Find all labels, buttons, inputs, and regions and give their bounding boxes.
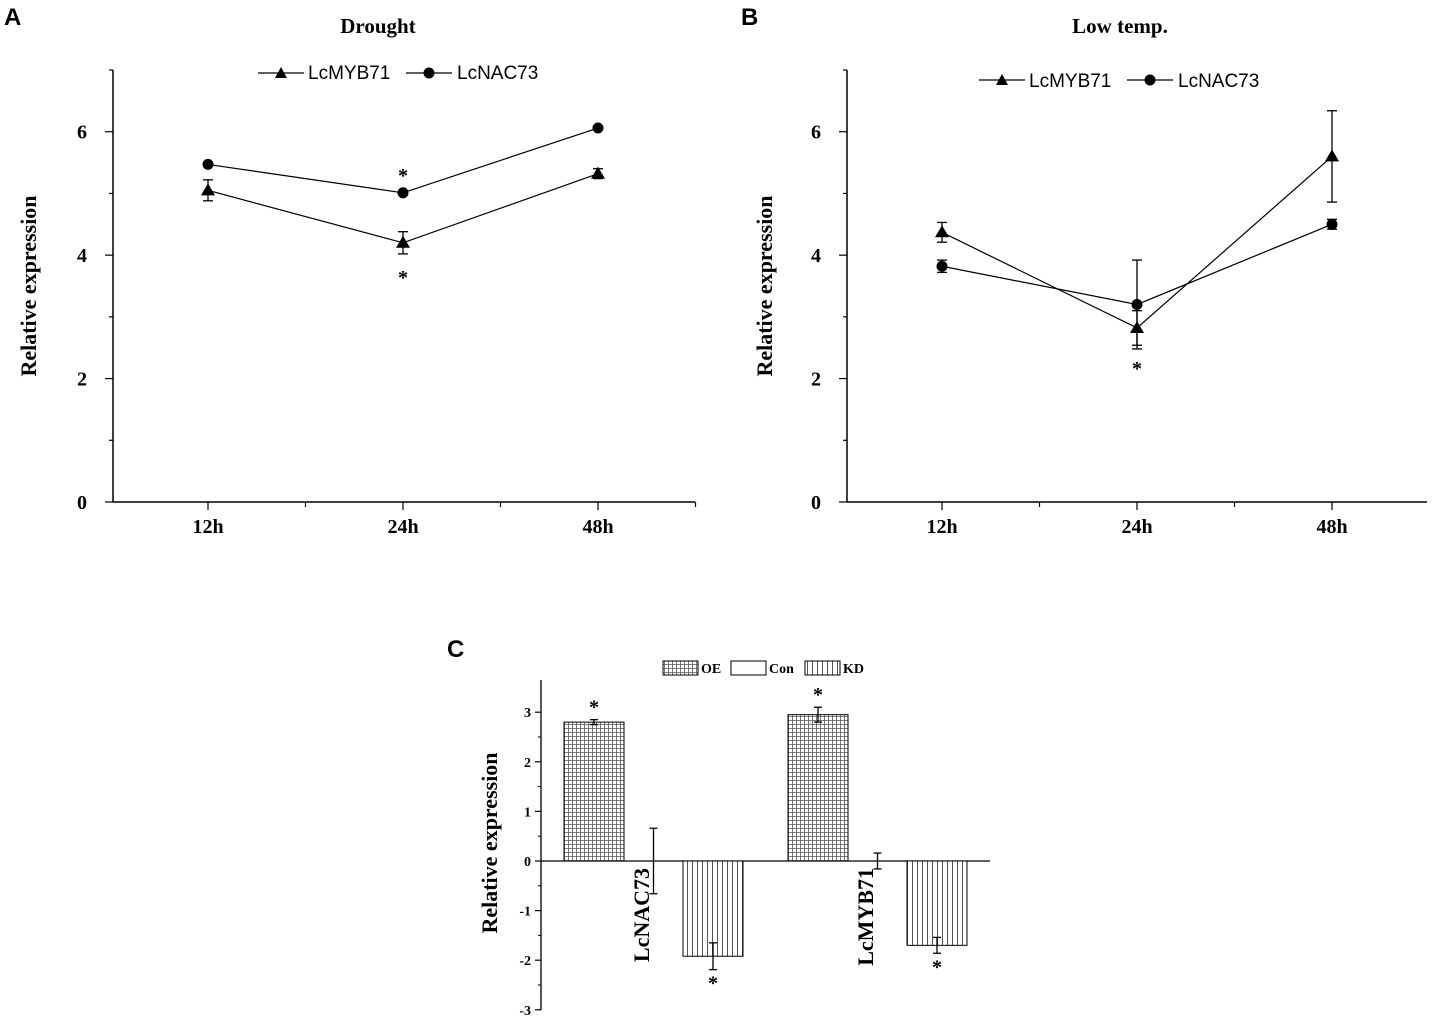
y-tick-label: 0	[524, 855, 531, 870]
bar-kd-lcnac73	[682, 860, 744, 957]
y-tick-label: -2	[519, 954, 531, 969]
x-tick-label: 24h	[1121, 516, 1152, 538]
y-tick-label: 2	[524, 756, 531, 771]
x-tick-label: 24h	[387, 516, 418, 538]
y-tick-label: -1	[519, 905, 531, 920]
y-tick-label: 0	[811, 492, 821, 514]
y-tick-label: 6	[811, 122, 821, 144]
y-tick-label: 6	[77, 122, 87, 144]
significance-star-kd: *	[932, 956, 942, 978]
significance-star-kd: *	[708, 973, 718, 995]
panel-b-legend-label-lcmyb71: LcMYB71	[1029, 71, 1111, 92]
significance-star-lcnac73: *	[398, 165, 408, 187]
y-tick-label: 1	[524, 805, 531, 820]
point-lcnac73	[1326, 218, 1338, 230]
y-tick-label: 4	[811, 245, 821, 267]
panel-b-legend-label-lcnac73: LcNAC73	[1178, 71, 1259, 92]
x-tick-label: 48h	[1316, 516, 1347, 538]
point-lcnac73	[397, 187, 409, 199]
point-lcnac73	[592, 122, 604, 134]
point-lcmyb71	[1325, 149, 1339, 162]
y-tick-label: 0	[77, 492, 87, 514]
legend-triangle-marker	[275, 67, 287, 78]
panel-c-legend-label-con: Con	[769, 662, 794, 677]
point-lcmyb71	[935, 225, 949, 238]
panel-c-legend: OE Con KD	[662, 660, 864, 677]
point-lcmyb71	[591, 166, 605, 179]
panel-b-chart: B Low temp. Relative expression 0 2 4 6 12h 2…	[741, 4, 1427, 538]
panel-a-legend-label-lcnac73: LcNAC73	[457, 63, 538, 84]
panel-a-legend: LcMYB71 LcNAC73	[258, 63, 538, 84]
bar-kd-lcmyb71	[906, 860, 968, 946]
panel-c-chart: C Relative expression OE Con KD -3 -2 -1 0 1…	[447, 636, 990, 1019]
x-tick-label: 12h	[192, 516, 223, 538]
point-lcmyb71	[396, 235, 410, 248]
legend-circle-marker	[1144, 74, 1156, 86]
legend-triangle-marker	[996, 74, 1008, 85]
x-tick-label: 12h	[926, 516, 957, 538]
panel-a-legend-label-lcmyb71: LcMYB71	[308, 63, 390, 84]
x-tick-label: 48h	[582, 516, 613, 538]
panel-c-legend-label-oe: OE	[701, 662, 721, 677]
bar-oe-lcmyb71	[787, 714, 849, 862]
panel-a-y-axis-label: Relative expression	[16, 195, 41, 376]
legend-circle-marker	[423, 67, 435, 79]
y-tick-label: 2	[77, 369, 87, 391]
panel-b-title: Low temp.	[1072, 14, 1168, 38]
point-lcnac73	[202, 158, 214, 170]
point-lcnac73	[1131, 299, 1143, 311]
bar-oe-lcnac73	[563, 721, 625, 862]
significance-star-oe: *	[813, 684, 823, 706]
point-lcnac73	[936, 260, 948, 272]
panel-b-y-axis-label: Relative expression	[752, 195, 777, 376]
significance-star-lcmyb71: *	[398, 267, 408, 289]
point-lcmyb71	[201, 183, 215, 196]
panel-c-legend-label-kd: KD	[843, 662, 864, 677]
significance-star-lcmyb71: *	[1132, 358, 1142, 380]
panel-b-letter: B	[741, 4, 758, 31]
significance-star-oe: *	[589, 697, 599, 719]
panel-a-letter: A	[4, 4, 21, 31]
y-tick-label: 3	[524, 706, 531, 721]
panel-a-chart: A Drought Relative expression 0 2 4 6 12h 24h…	[4, 4, 697, 538]
y-tick-label: 2	[811, 369, 821, 391]
y-tick-label: 4	[77, 245, 87, 267]
panel-a-title: Drought	[340, 14, 415, 38]
panel-c-y-axis-label: Relative expression	[477, 752, 502, 933]
panel-c-letter: C	[447, 636, 464, 663]
panel-b-legend: LcMYB71 LcNAC73	[979, 71, 1259, 92]
x-category-label-lcmyb71: LcMYB71	[853, 868, 878, 966]
x-category-label-lcnac73: LcNAC73	[629, 868, 654, 962]
y-tick-label: -3	[519, 1004, 531, 1019]
